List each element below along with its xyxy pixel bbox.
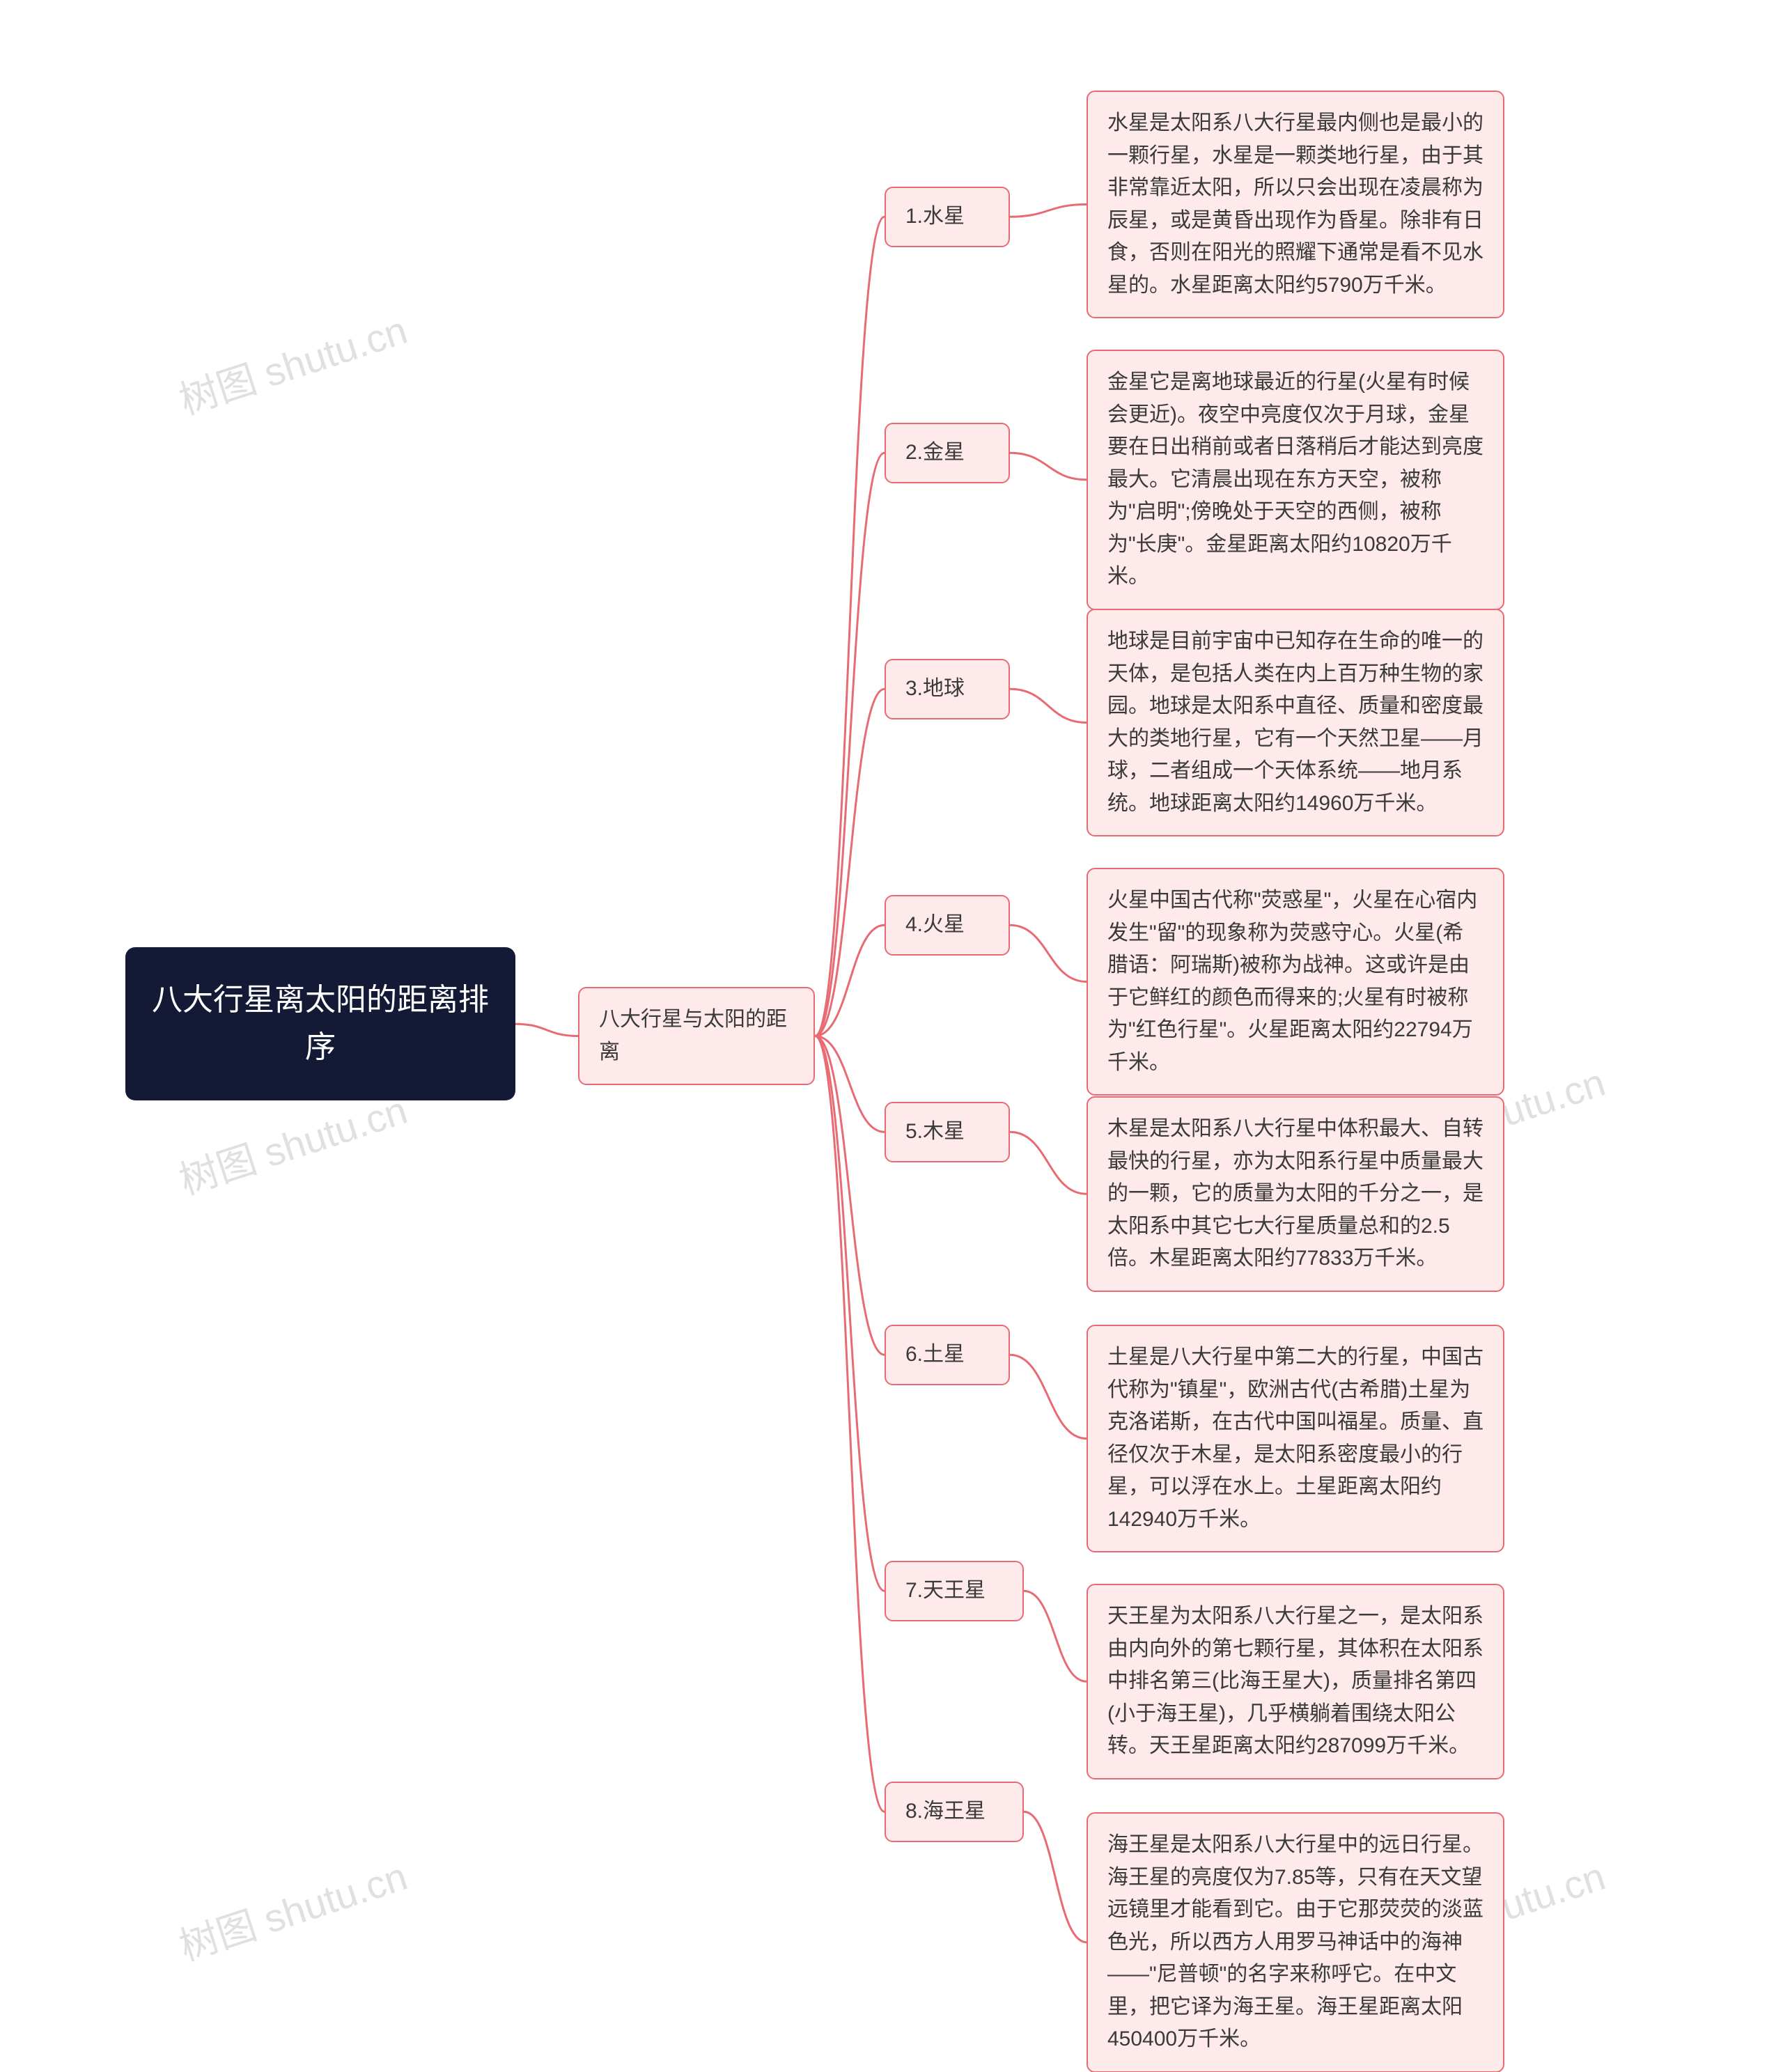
- planet-node-jupiter[interactable]: 5.木星: [885, 1102, 1010, 1162]
- planet-node-uranus[interactable]: 7.天王星: [885, 1561, 1024, 1621]
- planet-node-mars[interactable]: 4.火星: [885, 895, 1010, 956]
- planet-desc-mercury[interactable]: 水星是太阳系八大行星最内侧也是最小的一颗行星，水星是一颗类地行星，由于其非常靠近…: [1087, 91, 1504, 318]
- watermark: 树图 shutu.cn: [171, 299, 414, 426]
- planet-node-earth[interactable]: 3.地球: [885, 659, 1010, 719]
- planet-desc-mars[interactable]: 火星中国古代称"荧惑星"，火星在心宿内发生"留"的现象称为荧惑守心。火星(希腊语…: [1087, 868, 1504, 1096]
- watermark: 树图 shutu.cn: [171, 1846, 414, 1972]
- planet-node-saturn[interactable]: 6.土星: [885, 1325, 1010, 1385]
- mindmap-canvas: 树图 shutu.cn 树图 shutu.cn 树图 shutu.cn 树图 s…: [0, 0, 1783, 2072]
- planet-desc-venus[interactable]: 金星它是离地球最近的行星(火星有时候会更近)。夜空中亮度仅次于月球，金星要在日出…: [1087, 350, 1504, 610]
- planet-desc-neptune[interactable]: 海王星是太阳系八大行星中的远日行星。海王星的亮度仅为7.85等，只有在天文望远镜…: [1087, 1812, 1504, 2072]
- planet-node-venus[interactable]: 2.金星: [885, 423, 1010, 483]
- hub-node[interactable]: 八大行星与太阳的距离: [578, 987, 815, 1085]
- root-label-line2: 序: [148, 1024, 493, 1071]
- root-node[interactable]: 八大行星离太阳的距离排 序: [125, 947, 515, 1100]
- planet-desc-earth[interactable]: 地球是目前宇宙中已知存在生命的唯一的天体，是包括人类在内上百万种生物的家园。地球…: [1087, 609, 1504, 836]
- root-label-line1: 八大行星离太阳的距离排: [148, 976, 493, 1024]
- planet-desc-saturn[interactable]: 土星是八大行星中第二大的行星，中国古代称为"镇星"，欧洲古代(古希腊)土星为克洛…: [1087, 1325, 1504, 1552]
- planet-node-mercury[interactable]: 1.水星: [885, 187, 1010, 247]
- planet-desc-jupiter[interactable]: 木星是太阳系八大行星中体积最大、自转最快的行星，亦为太阳系行星中质量最大的一颗，…: [1087, 1096, 1504, 1292]
- planet-desc-uranus[interactable]: 天王星为太阳系八大行星之一，是太阳系由内向外的第七颗行星，其体积在太阳系中排名第…: [1087, 1584, 1504, 1779]
- planet-node-neptune[interactable]: 8.海王星: [885, 1782, 1024, 1842]
